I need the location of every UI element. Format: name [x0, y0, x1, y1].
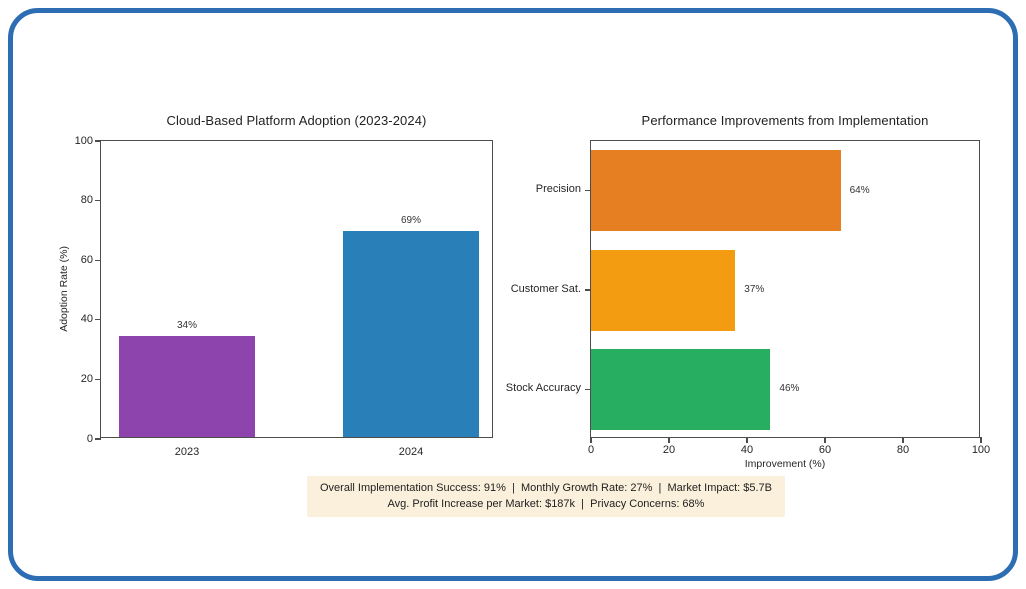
- summary-line-2: Avg. Profit Increase per Market: $187k |…: [387, 497, 705, 510]
- x-tick-mark: [590, 437, 592, 443]
- y-tick-mark: [585, 190, 591, 192]
- bar-2023: [119, 335, 255, 437]
- y-tick-mark: [95, 319, 101, 321]
- x-tick-label: 60: [818, 444, 832, 456]
- bar-value-label: 64%: [849, 184, 870, 196]
- y-category-label: Stock Accuracy: [505, 381, 581, 394]
- y-tick-mark: [95, 378, 101, 381]
- x-tick-label: 100: [971, 444, 991, 456]
- y-tick-label: 0: [86, 432, 93, 445]
- summary-line-1: Overall Implementation Success: 91% | Mo…: [320, 482, 773, 494]
- y-tick-mark: [95, 199, 101, 202]
- y-axis-label: Adoption Rate (%): [57, 246, 70, 332]
- chart-title: Cloud-Based Platform Adoption (2023-2024…: [166, 113, 427, 128]
- y-tick-label: 40: [80, 313, 93, 326]
- bar-value-label: 37%: [744, 284, 765, 295]
- bar-2024: [343, 231, 479, 437]
- x-tick-mark: [824, 437, 826, 443]
- x-tick-label: 20: [662, 444, 676, 456]
- x-tick-label: 0: [587, 444, 595, 456]
- y-tick-mark: [585, 388, 591, 390]
- x-tick-mark: [980, 437, 982, 443]
- chart-title: Performance Improvements from Implementa…: [641, 113, 929, 128]
- bar-precision: [591, 150, 841, 232]
- bar-value-label: 34%: [176, 319, 197, 331]
- y-tick-label: 20: [80, 372, 93, 385]
- y-tick-label: 100: [74, 134, 93, 147]
- x-tick-label: 2023: [174, 446, 200, 458]
- y-tick-mark: [95, 259, 101, 261]
- y-category-label: Precision: [535, 183, 581, 196]
- x-tick-mark: [902, 437, 904, 443]
- bar-stock-accuracy: [591, 348, 771, 430]
- x-tick-mark: [668, 437, 670, 443]
- y-tick-label: 60: [80, 253, 93, 266]
- x-tick-mark: [746, 437, 748, 443]
- summary-stats-box: Overall Implementation Success: 91% | Mo…: [307, 476, 786, 517]
- y-tick-mark: [95, 140, 101, 142]
- y-category-label: Customer Sat.: [510, 282, 581, 295]
- plot-area: 64% Precision 37% Customer Sat. 46% Stock Acc…: [506, 140, 990, 456]
- x-axis-label: Improvement (%): [744, 458, 826, 470]
- x-tick-label: 80: [896, 444, 910, 456]
- plot-area: 0 20 40 60 80 100 34% 2023 69% 2024: [75, 135, 493, 458]
- y-tick-mark: [95, 438, 101, 440]
- bar-value-label: 46%: [779, 383, 800, 395]
- bar-customer-sat-: [591, 249, 736, 331]
- bar-value-label: 69%: [400, 215, 421, 227]
- x-tick-label: 2024: [398, 446, 424, 458]
- x-tick-label: 40: [740, 444, 754, 456]
- y-tick-label: 80: [80, 194, 93, 207]
- y-tick-mark: [585, 289, 591, 291]
